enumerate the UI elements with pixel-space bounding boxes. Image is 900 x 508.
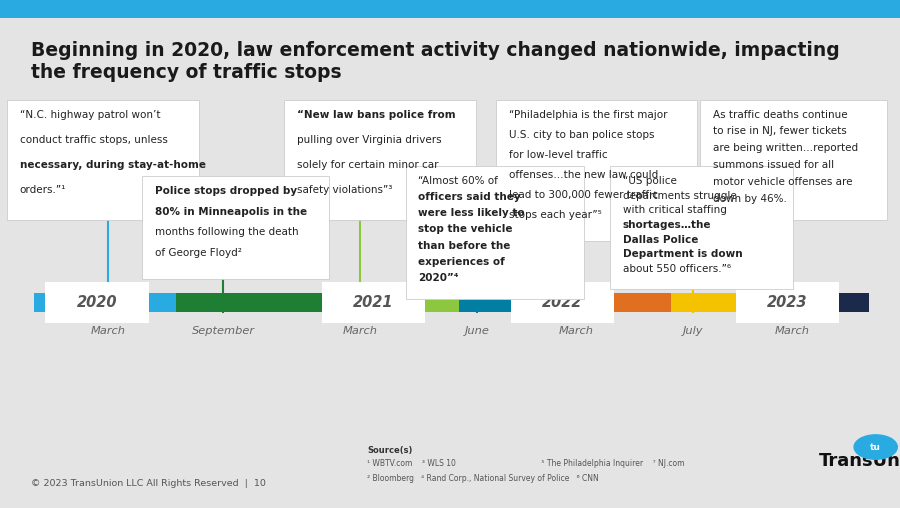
Text: “N.C. highway patrol won’t: “N.C. highway patrol won’t bbox=[20, 110, 160, 120]
Text: summons issued for all: summons issued for all bbox=[713, 160, 834, 170]
Text: to rise in NJ, fewer tickets: to rise in NJ, fewer tickets bbox=[713, 126, 847, 137]
Text: Dallas Police: Dallas Police bbox=[623, 235, 698, 245]
Text: TransUnion.: TransUnion. bbox=[819, 452, 900, 470]
Text: shortages…the: shortages…the bbox=[623, 220, 711, 230]
Bar bbox=[34, 293, 176, 312]
Text: tu: tu bbox=[870, 442, 881, 452]
FancyBboxPatch shape bbox=[496, 100, 697, 241]
Text: orders.”¹: orders.”¹ bbox=[20, 185, 67, 195]
Text: officers said they: officers said they bbox=[418, 192, 521, 202]
Text: the frequency of traffic stops: the frequency of traffic stops bbox=[31, 64, 341, 82]
Text: pulling over Virginia drivers: pulling over Virginia drivers bbox=[297, 135, 442, 145]
Text: “US police: “US police bbox=[623, 176, 677, 186]
FancyBboxPatch shape bbox=[45, 282, 149, 323]
Bar bbox=[176, 293, 324, 312]
Text: 2020”⁴: 2020”⁴ bbox=[418, 273, 459, 283]
Text: June: June bbox=[464, 326, 490, 336]
Text: months following the death: months following the death bbox=[155, 227, 299, 237]
Text: 2020: 2020 bbox=[77, 295, 117, 310]
Text: July: July bbox=[683, 326, 703, 336]
Text: necessary, during stay-at-home: necessary, during stay-at-home bbox=[20, 160, 206, 170]
Bar bbox=[459, 293, 562, 312]
Text: Police stops dropped by: Police stops dropped by bbox=[155, 186, 297, 196]
Text: are being written…reported: are being written…reported bbox=[713, 143, 858, 153]
Text: Source(s): Source(s) bbox=[367, 446, 412, 455]
FancyBboxPatch shape bbox=[406, 166, 584, 299]
Text: Beginning in 2020, law enforcement activity changed nationwide, impacting: Beginning in 2020, law enforcement activ… bbox=[31, 41, 840, 59]
Bar bbox=[324, 293, 459, 312]
FancyBboxPatch shape bbox=[7, 100, 199, 220]
Text: 2023: 2023 bbox=[767, 295, 808, 310]
Text: with critical staffing: with critical staffing bbox=[623, 205, 726, 215]
FancyBboxPatch shape bbox=[142, 176, 329, 279]
Text: about 550 officers.”⁶: about 550 officers.”⁶ bbox=[623, 264, 731, 274]
Text: down by 46%.: down by 46%. bbox=[713, 194, 787, 204]
Text: As traffic deaths continue: As traffic deaths continue bbox=[713, 110, 848, 120]
Bar bbox=[562, 293, 670, 312]
Text: 2022: 2022 bbox=[542, 295, 583, 310]
FancyBboxPatch shape bbox=[700, 100, 887, 220]
Text: stop the vehicle: stop the vehicle bbox=[418, 225, 513, 234]
Text: experiences of: experiences of bbox=[418, 257, 505, 267]
FancyBboxPatch shape bbox=[610, 166, 793, 289]
FancyBboxPatch shape bbox=[511, 282, 614, 323]
Text: conduct traffic stops, unless: conduct traffic stops, unless bbox=[20, 135, 167, 145]
Bar bbox=[670, 293, 738, 312]
Text: motor vehicle offenses are: motor vehicle offenses are bbox=[713, 177, 852, 187]
Text: were less likely to: were less likely to bbox=[418, 208, 525, 218]
Bar bbox=[738, 293, 868, 312]
Circle shape bbox=[854, 435, 897, 459]
Bar bbox=[0, 0, 900, 18]
Text: of George Floyd²: of George Floyd² bbox=[155, 248, 242, 258]
Text: stops each year”⁵: stops each year”⁵ bbox=[508, 210, 601, 220]
Text: March: March bbox=[91, 326, 125, 336]
Text: “New law bans police from: “New law bans police from bbox=[297, 110, 455, 120]
Text: offenses…the new law could: offenses…the new law could bbox=[508, 170, 658, 180]
Text: September: September bbox=[192, 326, 255, 336]
Text: for low-level traffic: for low-level traffic bbox=[508, 150, 608, 160]
Text: “Almost 60% of: “Almost 60% of bbox=[418, 176, 499, 186]
Text: “Philadelphia is the first major: “Philadelphia is the first major bbox=[508, 110, 667, 120]
Text: March: March bbox=[775, 326, 809, 336]
Text: ¹ WBTV.com    ³ WLS 10                                    ⁵ The Philadelphia Inq: ¹ WBTV.com ³ WLS 10 ⁵ The Philadelphia I… bbox=[367, 459, 685, 468]
Text: 2021: 2021 bbox=[353, 295, 394, 310]
FancyBboxPatch shape bbox=[736, 282, 839, 323]
Text: solely for certain minor car: solely for certain minor car bbox=[297, 160, 438, 170]
Text: ² Bloomberg   ⁴ Rand Corp., National Survey of Police   ⁶ CNN: ² Bloomberg ⁴ Rand Corp., National Surve… bbox=[367, 473, 599, 483]
Text: than before the: than before the bbox=[418, 240, 511, 250]
Text: March: March bbox=[343, 326, 377, 336]
Text: departments struggle: departments struggle bbox=[623, 190, 736, 201]
Text: Department is down: Department is down bbox=[623, 249, 742, 260]
FancyBboxPatch shape bbox=[322, 282, 425, 323]
Text: lead to 300,000 fewer traffic: lead to 300,000 fewer traffic bbox=[508, 190, 657, 200]
Text: U.S. city to ban police stops: U.S. city to ban police stops bbox=[508, 130, 654, 140]
Text: © 2023 TransUnion LLC All Rights Reserved  |  10: © 2023 TransUnion LLC All Rights Reserve… bbox=[31, 479, 266, 488]
Text: 80% in Minneapolis in the: 80% in Minneapolis in the bbox=[155, 207, 307, 216]
FancyBboxPatch shape bbox=[284, 100, 476, 220]
Text: safety violations”³: safety violations”³ bbox=[297, 185, 392, 195]
Text: March: March bbox=[559, 326, 593, 336]
